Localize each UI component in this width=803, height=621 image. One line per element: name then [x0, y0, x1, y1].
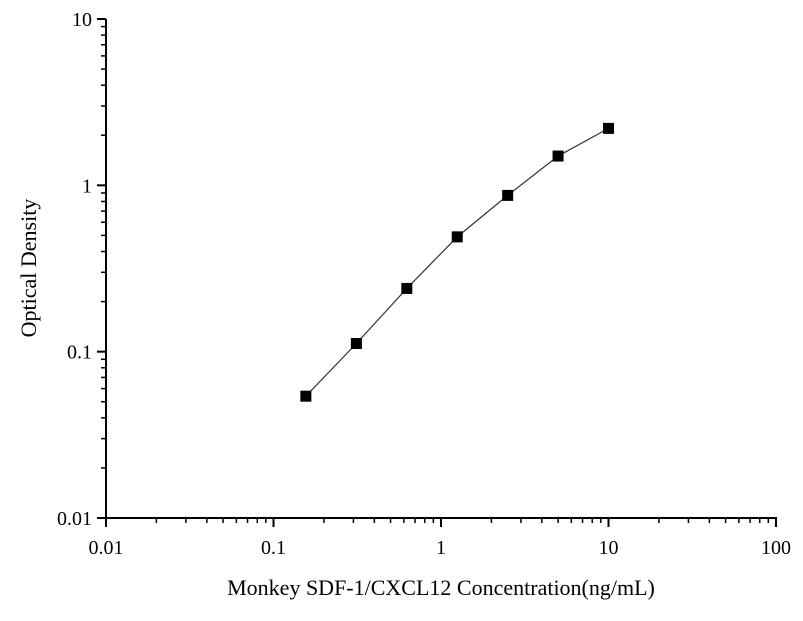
axes — [105, 19, 777, 519]
data-point — [603, 122, 614, 134]
data-point — [300, 390, 312, 402]
y-axis-label: Optical Density — [16, 199, 41, 338]
x-tick-label: 100 — [761, 537, 791, 559]
data-point — [502, 189, 514, 201]
x-axis-label: Monkey SDF-1/CXCL12 Concentration(ng/mL) — [227, 575, 655, 600]
plot-area — [300, 122, 614, 402]
y-tick-label: 10 — [72, 9, 92, 31]
y-tick-label: 0.01 — [57, 508, 92, 530]
data-point — [552, 150, 564, 162]
series-line — [305, 127, 609, 397]
data-point — [401, 282, 413, 294]
x-tick-label: 1 — [436, 537, 446, 559]
data-point — [350, 337, 362, 349]
y-tick-label: 0.1 — [67, 342, 92, 364]
x-tick-label: 0.1 — [261, 537, 286, 559]
x-tick-label: 10 — [599, 537, 619, 559]
y-tick-label: 1 — [82, 175, 92, 197]
x-tick-label: 0.01 — [89, 537, 124, 559]
ticks: 0.01 0.1 1 10 100 0.01 0.1 1 10 — [57, 9, 791, 559]
data-point — [451, 231, 463, 243]
